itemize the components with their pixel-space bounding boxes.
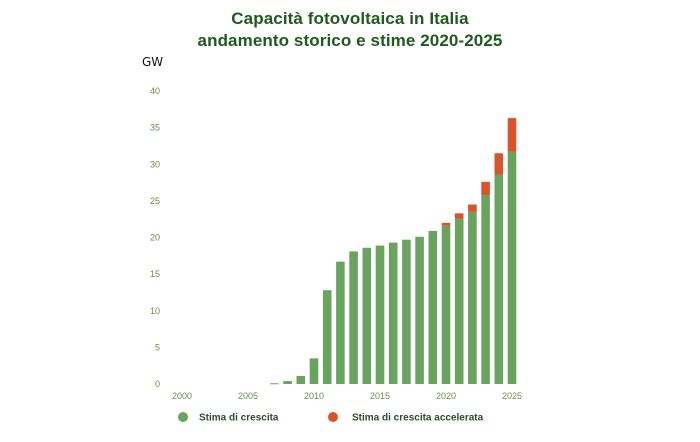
bar-stima-di-crescita: [454, 218, 464, 384]
y-tick-label: 30: [150, 159, 160, 169]
y-tick-label: 10: [150, 306, 160, 316]
y-tick-label: 20: [150, 233, 160, 243]
bar-stima-di-crescita: [494, 174, 504, 384]
y-tick-label: 15: [150, 269, 160, 279]
y-tick-label: 35: [150, 123, 160, 133]
chart-title-line-2: andamento storico e stime 2020-2025: [197, 31, 503, 50]
legend-marker-stima-di-crescita-accelerata: [328, 412, 338, 422]
bar-stima-di-crescita: [270, 383, 279, 385]
y-tick-label: 25: [150, 196, 160, 206]
legend-label-stima-di-crescita: Stima di crescita: [199, 413, 279, 424]
bar-stima-di-crescita-accelerata: [481, 181, 490, 196]
bar-stima-di-crescita: [309, 358, 319, 384]
bar-stima-di-crescita: [507, 151, 517, 384]
bar-stima-di-crescita: [402, 239, 411, 384]
bar-stima-di-crescita-accelerata: [441, 222, 451, 226]
bar-stima-di-crescita: [415, 236, 424, 384]
legend-marker-stima-di-crescita: [178, 412, 188, 422]
bar-stima-di-crescita: [468, 211, 477, 384]
y-axis-unit-label: GW: [142, 55, 164, 69]
bar-stima-di-crescita: [428, 230, 438, 384]
x-tick-label: 2000: [172, 391, 192, 401]
bar-stima-di-crescita-accelerata: [454, 213, 464, 219]
x-tick-label: 2025: [502, 391, 522, 401]
x-tick-label: 2010: [304, 391, 324, 401]
y-tick-label: 0: [155, 379, 160, 389]
bar-stima-di-crescita-accelerata: [494, 153, 504, 175]
bar-stima-di-crescita: [322, 290, 332, 384]
bar-stima-di-crescita: [283, 381, 292, 384]
bar-stima-di-crescita: [481, 195, 490, 384]
bar-stima-di-crescita-accelerata: [507, 118, 517, 152]
bar-stima-di-crescita: [362, 247, 372, 384]
y-tick-label: 5: [155, 342, 160, 352]
bar-stima-di-crescita: [336, 261, 345, 384]
bar-stima-di-crescita: [388, 242, 398, 384]
x-tick-label: 2015: [370, 391, 390, 401]
legend-label-stima-di-crescita-accelerata: Stima di crescita accelerata: [352, 413, 484, 424]
x-tick-label: 2005: [238, 391, 258, 401]
bar-stima-di-crescita: [441, 225, 451, 384]
bar-stima-di-crescita: [349, 251, 358, 384]
bar-stima-di-crescita: [375, 245, 385, 384]
chart-title-line-1: Capacità fotovoltaica in Italia: [231, 9, 469, 28]
y-tick-label: 40: [150, 86, 160, 96]
bar-stima-di-crescita-accelerata: [468, 204, 477, 212]
x-tick-label: 2020: [436, 391, 456, 401]
bar-stima-di-crescita: [296, 375, 306, 384]
